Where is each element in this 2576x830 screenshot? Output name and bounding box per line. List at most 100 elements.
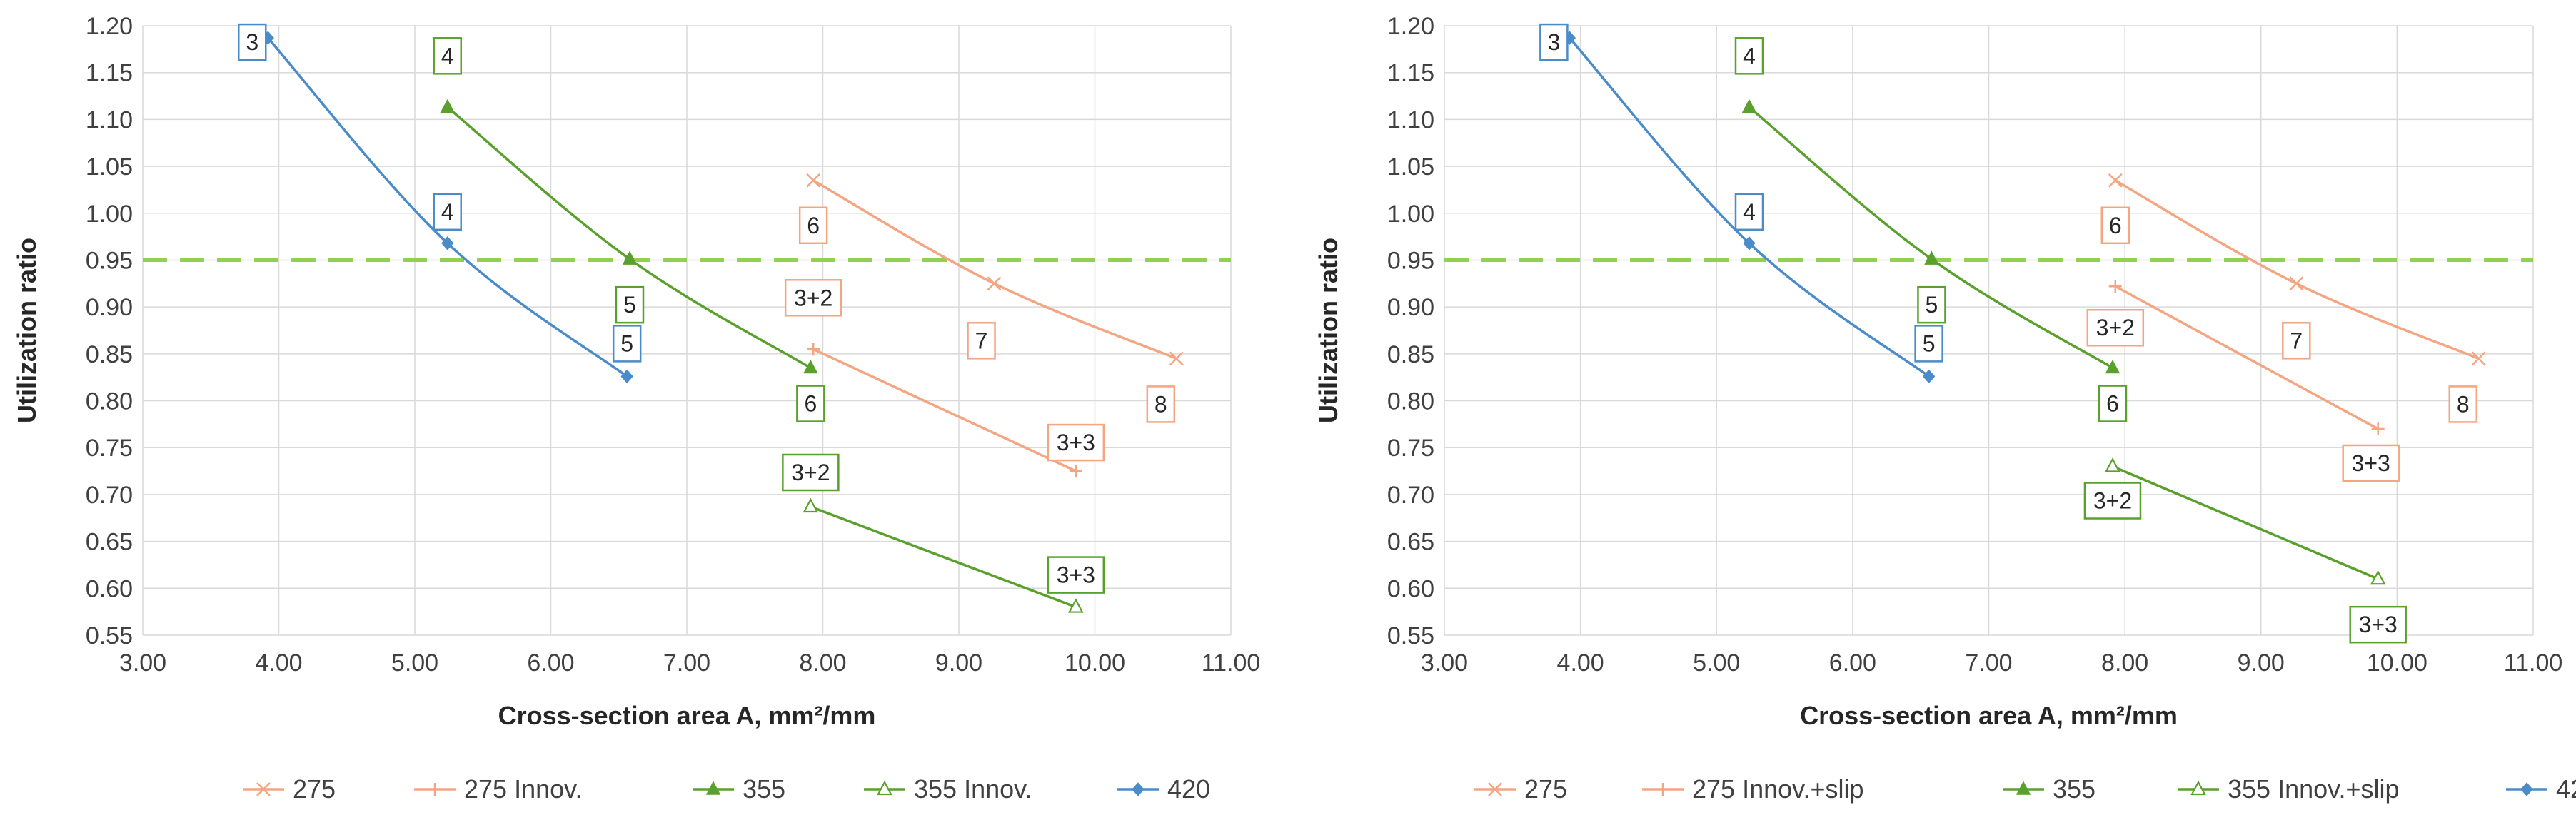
data-label-box — [433, 37, 462, 75]
data-label: 3 — [246, 29, 258, 55]
series-275-innov-slip: 3+2 3+3 — [2086, 280, 2400, 482]
y-tick-label: 0.80 — [1387, 388, 1434, 415]
x-tick-label: 6.00 — [527, 649, 574, 677]
y-tick-label: 1.00 — [1387, 201, 1434, 228]
legend-marker — [2190, 780, 2206, 796]
x-tick-labels: 3.00 4.00 5.00 6.00 7.00 8.00 9.00 10.00 11.00 — [1421, 649, 2562, 677]
legend-label: 355 Innov.+slip — [2228, 774, 2400, 804]
data-label-box — [2342, 444, 2400, 482]
y-tick-labels: 0.55 0.60 0.65 0.70 0.75 0.80 0.85 0.90 0.95 1.00… — [86, 13, 133, 649]
x-tick-label: 4.00 — [1557, 649, 1604, 677]
data-label: 4 — [441, 43, 454, 69]
y-tick-label: 1.15 — [86, 60, 133, 87]
x-tick-label: 11.00 — [2504, 649, 2563, 677]
series-355-innov-: 3+2 3+3 — [782, 453, 1105, 613]
y-tick-label: 0.70 — [1387, 482, 1434, 509]
data-label: 8 — [1154, 391, 1167, 417]
data-label-box — [1917, 285, 1946, 324]
data-label: 3+3 — [1057, 430, 1095, 455]
data-label-box — [2100, 206, 2130, 245]
data-point-marker — [803, 497, 819, 513]
y-tick-labels: 0.55 0.60 0.65 0.70 0.75 0.80 0.85 0.90 0.95 1.00… — [1387, 13, 1434, 649]
y-tick-label: 0.85 — [1387, 341, 1434, 368]
legend-item: 355 Innov.+slip — [2178, 774, 2400, 804]
legend-item: 355 — [693, 774, 785, 804]
series-line — [2114, 285, 2379, 430]
data-label: 4 — [1743, 199, 1756, 225]
data-label-box — [782, 453, 840, 492]
data-label: 3+2 — [2096, 315, 2135, 340]
data-label-box — [2448, 385, 2477, 423]
legend-marker-b — [256, 782, 271, 796]
data-point-marker — [1068, 598, 1084, 613]
gridlines — [142, 25, 1232, 636]
chart-1: 0.55 0.60 0.65 0.70 0.75 0.80 0.85 0.90 0.95 1.00… — [12, 13, 1260, 804]
data-label: 8 — [2457, 391, 2470, 417]
y-tick-label: 1.15 — [1387, 60, 1434, 87]
x-tick-label: 8.00 — [2101, 649, 2148, 677]
x-axis-title: Cross-section area A, mm²/mm — [1800, 701, 2178, 730]
legend-label: 275 — [293, 774, 336, 804]
data-point-marker — [2370, 570, 2386, 585]
y-tick-label: 0.90 — [86, 294, 133, 321]
y-tick-label: 1.05 — [86, 153, 133, 181]
data-point-marker-b — [806, 173, 821, 188]
data-label-box — [796, 385, 825, 422]
series-355: 4 5 6 — [1734, 37, 2128, 422]
series-420: 3 4 5 — [1539, 23, 1943, 384]
data-label: 6 — [807, 213, 820, 238]
data-point-marker — [620, 369, 633, 384]
chart-2: 0.55 0.60 0.65 0.70 0.75 0.80 0.85 0.90 0.95 1.00… — [1314, 13, 2576, 804]
y-axis-title: Utilization ratio — [1314, 238, 1343, 423]
data-point-marker — [1741, 98, 1757, 113]
x-tick-label: 10.00 — [1065, 649, 1125, 677]
legend-item: 420 — [1117, 774, 1210, 804]
legend-marker — [705, 781, 721, 795]
data-label: 5 — [1926, 292, 1938, 318]
series-275-innov-: 3+2 3+3 — [784, 279, 1105, 478]
y-tick-label: 0.90 — [1387, 294, 1434, 321]
data-label: 3+3 — [2359, 612, 2398, 637]
legend: 275 275 Innov.+slip 355 355 Innov.+slip 420 — [1474, 774, 2576, 804]
data-label-box — [1047, 556, 1105, 594]
y-tick-label: 0.65 — [86, 529, 133, 556]
x-tick-label: 6.00 — [1829, 649, 1876, 677]
legend-label: 355 — [743, 774, 785, 804]
legend: 275 275 Innov. 355 355 Innov. 420 — [243, 774, 1210, 804]
x-tick-label: 9.00 — [935, 649, 982, 677]
data-label: 3+2 — [2093, 488, 2132, 514]
legend-item: 275 Innov. — [414, 774, 582, 804]
data-label: 6 — [2109, 213, 2122, 238]
data-label-box — [1146, 385, 1176, 423]
x-tick-label: 3.00 — [119, 649, 166, 677]
data-label-box — [784, 279, 842, 317]
y-tick-label: 0.70 — [86, 482, 133, 509]
data-label: 3+3 — [2352, 450, 2390, 476]
x-tick-label: 5.00 — [391, 649, 438, 677]
legend-label: 275 Innov.+slip — [1692, 774, 1864, 804]
y-axis-title: Utilization ratio — [12, 238, 41, 423]
data-label: 5 — [1923, 330, 1936, 356]
legend-label: 275 — [1524, 774, 1567, 804]
data-label-box — [798, 206, 828, 245]
legend-marker — [2016, 781, 2031, 795]
x-tick-label: 8.00 — [799, 649, 846, 677]
data-point-marker-b — [2471, 351, 2486, 366]
data-point-marker — [803, 359, 818, 374]
series-355-innov-slip: 3+2 3+3 — [2083, 457, 2407, 644]
data-label: 7 — [2290, 328, 2303, 353]
data-point-marker-b — [987, 276, 1002, 291]
legend-item: 420 — [2506, 774, 2576, 804]
y-tick-label: 1.00 — [86, 201, 133, 228]
x-tick-label: 7.00 — [1965, 649, 2012, 677]
data-point-marker — [2105, 457, 2120, 472]
data-point-marker-b — [2289, 276, 2304, 291]
data-label-box — [238, 23, 267, 61]
x-tick-label: 9.00 — [2238, 649, 2285, 677]
data-label-box — [1734, 37, 1764, 75]
series-275: 6 7 8 — [2100, 173, 2486, 423]
legend-item: 355 — [2003, 774, 2095, 804]
data-point-marker — [1743, 236, 1756, 250]
legend-item: 275 Innov.+slip — [1642, 774, 1864, 804]
